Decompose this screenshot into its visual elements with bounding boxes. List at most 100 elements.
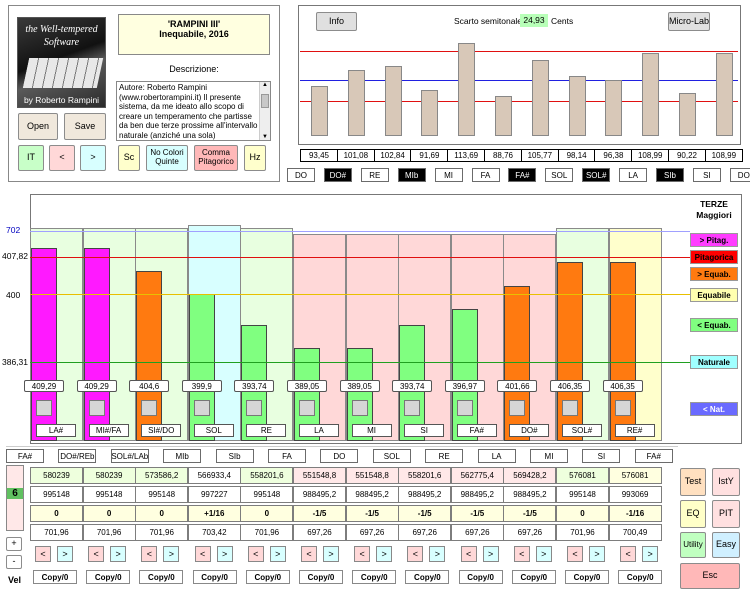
fifth-note[interactable]: LA xyxy=(477,449,516,463)
open-button[interactable]: Open xyxy=(18,113,58,140)
legend-item[interactable]: Equabile xyxy=(690,288,738,302)
chromatic-note[interactable]: DO xyxy=(729,168,750,182)
fifth-note[interactable]: FA# xyxy=(634,449,673,463)
decrease-arrow-button[interactable]: < xyxy=(407,546,424,562)
micro-lab-button[interactable]: Micro-Lab xyxy=(668,12,710,31)
fifth-note[interactable]: DO#/REb xyxy=(58,449,97,463)
copy-button[interactable]: Copy/0 xyxy=(86,570,131,584)
language-it-button[interactable]: IT xyxy=(18,145,44,171)
decrease-arrow-button[interactable]: < xyxy=(35,546,51,562)
isty-button[interactable]: IstY xyxy=(712,468,740,496)
chromatic-note[interactable]: SIb xyxy=(656,168,684,182)
note-toggle[interactable] xyxy=(614,400,631,416)
legend-item[interactable]: > Equab. xyxy=(690,267,738,281)
fifth-note[interactable]: DO xyxy=(320,449,359,463)
decrease-arrow-button[interactable]: < xyxy=(88,546,105,562)
chromatic-note[interactable]: FA# xyxy=(508,168,537,182)
description-scrollbar[interactable]: ▲ ▼ xyxy=(259,82,270,140)
copy-button[interactable]: Copy/0 xyxy=(192,570,237,584)
pit-button[interactable]: PIT xyxy=(712,500,740,528)
scroll-down-icon[interactable]: ▼ xyxy=(262,134,268,140)
chromatic-note[interactable]: SOL xyxy=(545,168,574,182)
copy-button[interactable]: Copy/0 xyxy=(565,570,609,584)
utility-button[interactable]: Utility xyxy=(680,532,706,558)
copy-button[interactable]: Copy/0 xyxy=(352,570,397,584)
escape-button[interactable]: Esc xyxy=(680,563,740,589)
decrease-arrow-button[interactable]: < xyxy=(301,546,317,562)
decrease-arrow-button[interactable]: < xyxy=(567,546,583,562)
scroll-up-icon[interactable]: ▲ xyxy=(262,82,268,88)
sc-button[interactable]: Sc xyxy=(118,145,140,171)
no-colori-quinte-button[interactable]: No Colori Quinte xyxy=(146,145,188,171)
save-button[interactable]: Save xyxy=(64,113,106,140)
increase-arrow-button[interactable]: > xyxy=(642,546,659,562)
fifth-note[interactable]: FA xyxy=(268,449,306,463)
chromatic-note[interactable]: SOL# xyxy=(582,168,611,182)
copy-button[interactable]: Copy/0 xyxy=(33,570,77,584)
legend-item[interactable]: < Equab. xyxy=(690,318,738,332)
test-button[interactable]: Test xyxy=(680,468,706,496)
copy-button[interactable]: Copy/0 xyxy=(458,570,503,584)
fifth-note[interactable]: SIb xyxy=(215,449,254,463)
copy-button[interactable]: Copy/0 xyxy=(139,570,184,584)
description-textbox[interactable]: Autore: Roberto Rampini (www.robertoramp… xyxy=(116,81,271,141)
prev-preset-button[interactable]: < xyxy=(49,145,75,171)
note-toggle[interactable] xyxy=(88,400,105,416)
minus-button[interactable]: - xyxy=(6,555,22,569)
comma-pitagorico-button[interactable]: Comma Pitagorico xyxy=(194,145,238,171)
increase-arrow-button[interactable]: > xyxy=(376,546,393,562)
easy-button[interactable]: Easy xyxy=(712,532,740,558)
increase-arrow-button[interactable]: > xyxy=(429,546,446,562)
chromatic-note[interactable]: SI xyxy=(692,168,721,182)
scroll-thumb[interactable] xyxy=(261,94,269,108)
chromatic-note[interactable]: DO xyxy=(287,168,315,182)
decrease-arrow-button[interactable]: < xyxy=(620,546,637,562)
next-preset-button[interactable]: > xyxy=(80,145,106,171)
chromatic-note[interactable]: LA xyxy=(619,168,648,182)
note-toggle[interactable] xyxy=(141,400,158,416)
increase-arrow-button[interactable]: > xyxy=(57,546,73,562)
legend-item[interactable]: < Nat. xyxy=(690,402,738,416)
legend-item[interactable]: Naturale xyxy=(690,355,738,369)
note-toggle[interactable] xyxy=(351,400,368,416)
decrease-arrow-button[interactable]: < xyxy=(247,546,264,562)
info-button[interactable]: Info xyxy=(316,12,357,31)
increase-arrow-button[interactable]: > xyxy=(535,546,552,562)
eq-button[interactable]: EQ xyxy=(680,500,706,528)
increase-arrow-button[interactable]: > xyxy=(216,546,233,562)
copy-button[interactable]: Copy/0 xyxy=(618,570,663,584)
decrease-arrow-button[interactable]: < xyxy=(513,546,530,562)
chromatic-note[interactable]: DO# xyxy=(323,168,352,182)
note-toggle[interactable] xyxy=(246,400,263,416)
decrease-arrow-button[interactable]: < xyxy=(460,546,477,562)
legend-item[interactable]: Pitagorica xyxy=(690,250,738,264)
chromatic-note[interactable]: MIb xyxy=(397,168,426,182)
fifth-note[interactable]: FA# xyxy=(6,449,44,463)
increase-arrow-button[interactable]: > xyxy=(269,546,286,562)
legend-item[interactable]: > Pitag. xyxy=(690,233,738,247)
note-toggle[interactable] xyxy=(36,400,52,416)
increase-arrow-button[interactable]: > xyxy=(163,546,180,562)
decrease-arrow-button[interactable]: < xyxy=(354,546,371,562)
note-toggle[interactable] xyxy=(562,400,578,416)
plus-button[interactable]: + xyxy=(6,537,22,551)
note-toggle[interactable] xyxy=(193,400,210,416)
fifth-note[interactable]: MIb xyxy=(163,449,202,463)
note-toggle[interactable] xyxy=(404,400,421,416)
hz-button[interactable]: Hz xyxy=(244,145,266,171)
note-toggle[interactable] xyxy=(299,400,315,416)
decrease-arrow-button[interactable]: < xyxy=(141,546,158,562)
increase-arrow-button[interactable]: > xyxy=(323,546,339,562)
fifth-note[interactable]: RE xyxy=(425,449,464,463)
decrease-arrow-button[interactable]: < xyxy=(194,546,211,562)
increase-arrow-button[interactable]: > xyxy=(110,546,127,562)
fifth-note[interactable]: SOL xyxy=(372,449,411,463)
copy-button[interactable]: Copy/0 xyxy=(405,570,450,584)
note-toggle[interactable] xyxy=(509,400,526,416)
chromatic-note[interactable]: MI xyxy=(434,168,463,182)
copy-button[interactable]: Copy/0 xyxy=(245,570,290,584)
copy-button[interactable]: Copy/0 xyxy=(511,570,556,584)
chromatic-note[interactable]: FA xyxy=(471,168,500,182)
fifth-note[interactable]: SI xyxy=(582,449,621,463)
increase-arrow-button[interactable]: > xyxy=(589,546,605,562)
